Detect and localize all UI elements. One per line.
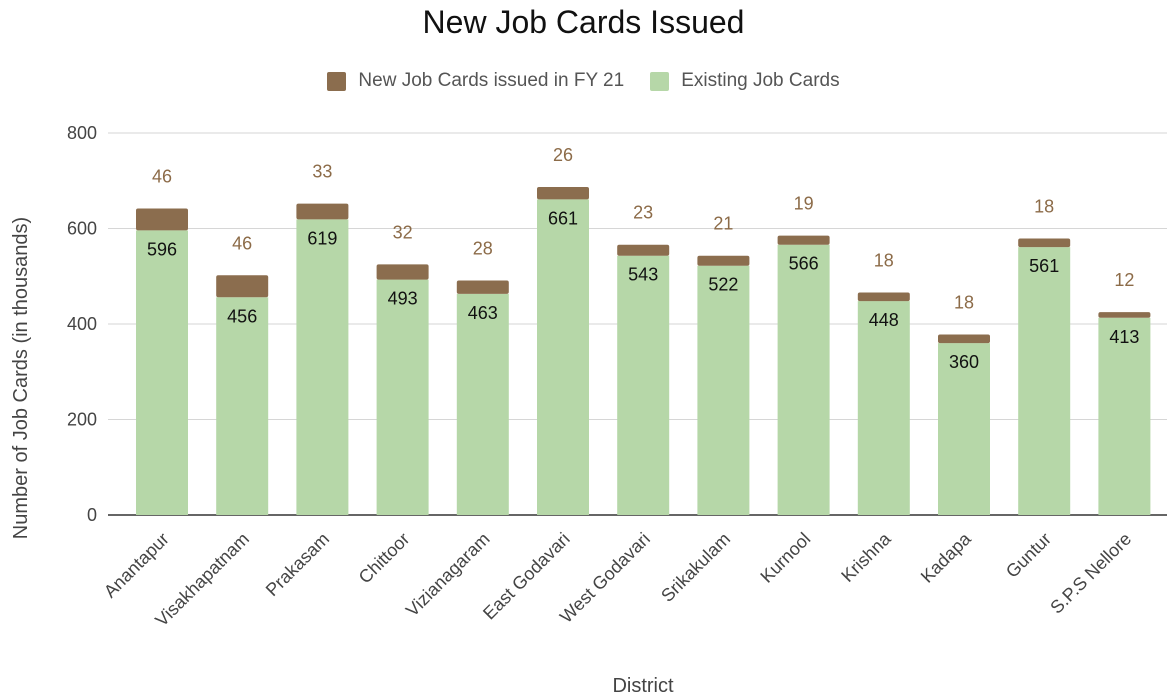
legend-label-new: New Job Cards issued in FY 21 [358,70,625,91]
data-label-new: 32 [393,222,413,242]
x-tick-label: Prakasam [262,529,333,600]
y-tick-label: 200 [67,410,97,430]
legend: New Job Cards issued in FY 21 Existing J… [0,70,1167,92]
legend-item-new[interactable]: New Job Cards issued in FY 21 [327,70,624,92]
x-tick-label: Krishna [837,528,895,586]
bar-existing [777,244,830,516]
bar-new [777,235,830,245]
data-label-existing: 360 [949,352,979,372]
bar-existing [376,279,429,515]
bar-existing [938,343,990,515]
data-label-existing: 413 [1109,327,1139,347]
x-tick-label: Kurnool [756,529,814,587]
y-tick-label: 800 [67,123,97,143]
bar-new [296,203,349,220]
bar-existing [537,199,589,515]
data-label-existing: 566 [789,254,819,274]
data-label-existing: 661 [548,208,578,228]
data-label-new: 46 [152,166,172,186]
bar-existing [136,230,188,515]
data-label-existing: 596 [147,239,177,259]
data-label-existing: 456 [227,306,257,326]
y-tick-label: 600 [67,219,97,239]
data-label-existing: 493 [388,289,418,309]
y-axis-title: Number of Job Cards (in thousands) [10,217,32,539]
data-label-existing: 463 [468,303,498,323]
x-tick-label: S.P.S Nellore [1046,529,1135,618]
data-label-new: 18 [874,250,894,270]
bar-existing [697,265,750,515]
x-tick-label: Chittoor [355,529,414,588]
data-label-existing: 522 [708,275,738,295]
bar-new [456,280,509,294]
data-label-existing: 561 [1029,256,1059,276]
data-label-new: 18 [1034,197,1054,217]
bar-new [617,244,670,256]
bar-new [938,334,990,344]
bar-new [697,255,750,266]
bar-existing [857,301,910,515]
bar-new [857,292,910,302]
x-tick-label: Guntur [1002,529,1055,582]
data-label-new: 23 [633,203,653,223]
bar-new [1098,312,1151,318]
bar-new [376,264,429,280]
bar-new [537,186,589,200]
chart-title: New Job Cards Issued [422,4,745,40]
x-axis-title: District [612,675,674,696]
bar-existing [617,255,670,515]
data-label-existing: 619 [307,228,337,248]
bar-existing [1098,317,1151,515]
x-tick-label: Vizianagaram [402,529,494,621]
legend-item-existing[interactable]: Existing Job Cards [650,70,840,92]
bar-existing [216,297,269,515]
data-label-new: 18 [954,293,974,313]
bar-existing [1018,247,1071,515]
y-tick-label: 0 [87,505,97,525]
legend-swatch-new [327,71,347,91]
legend-label-existing: Existing Job Cards [681,70,840,91]
x-tick-label: Kadapa [917,528,976,587]
y-tick-label: 400 [67,314,97,334]
data-label-new: 21 [713,214,733,234]
bar-existing [456,293,509,515]
data-label-new: 46 [232,233,252,253]
bar-new [1018,238,1071,248]
x-tick-label: Srikakulam [657,529,734,606]
data-label-existing: 448 [869,310,899,330]
data-label-new: 19 [794,194,814,214]
data-label-existing: 543 [628,265,658,285]
bar-new [216,275,269,298]
data-label-new: 12 [1114,270,1134,290]
data-label-new: 26 [553,145,573,165]
x-tick-label: Anantapur [100,529,173,602]
legend-swatch-existing [650,71,670,91]
bar-existing [296,219,349,516]
data-label-new: 28 [473,239,493,259]
data-label-new: 33 [312,162,332,182]
bar-new [136,208,188,231]
